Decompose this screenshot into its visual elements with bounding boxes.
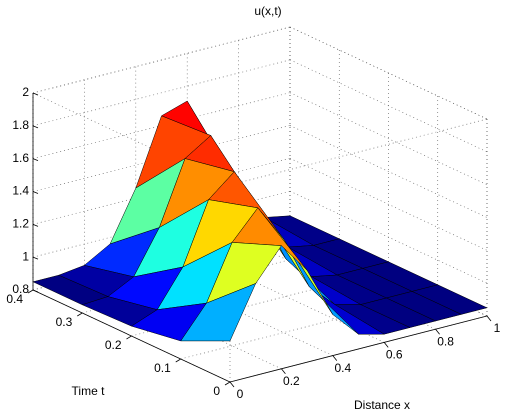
x-tick-label: 1 — [494, 321, 501, 335]
box-edge — [32, 92, 231, 186]
y-axis-title: Time t — [72, 384, 106, 398]
chart-title: u(x,t) — [254, 4, 281, 18]
x-tick — [486, 315, 492, 322]
x-axis-title: Distance x — [354, 398, 410, 412]
z-tick-label: 1 — [22, 249, 29, 263]
x-tick-label: 0.6 — [386, 348, 403, 362]
y-tick-label: 0.2 — [105, 338, 122, 352]
y-tick — [126, 335, 132, 340]
surface-patch — [180, 283, 256, 342]
y-tick-label: 0 — [213, 384, 220, 398]
grid-line — [289, 92, 488, 185]
z-tick — [32, 158, 39, 162]
y-tick-label: 0.4 — [6, 292, 23, 306]
z-tick — [32, 223, 39, 227]
x-axis — [229, 315, 488, 383]
z-tick-label: 1.6 — [12, 151, 29, 165]
z-tick — [32, 191, 39, 194]
grid-line — [32, 59, 291, 127]
x-tick — [229, 381, 235, 388]
x-tick-label: 0.4 — [334, 361, 351, 375]
y-tick-label: 0.1 — [154, 361, 171, 375]
grid-line — [180, 292, 438, 360]
x-tick-label: 0.2 — [283, 374, 300, 388]
z-tick-label: 1.8 — [12, 118, 29, 132]
grid-line — [289, 190, 488, 284]
x-tick — [281, 368, 286, 375]
grid-line — [289, 59, 488, 153]
box-edge — [229, 118, 488, 186]
y-tick — [224, 381, 231, 386]
x-tick-label: 0.8 — [437, 334, 454, 348]
x-tick — [435, 328, 440, 335]
x-tick — [383, 342, 389, 348]
z-tick-label: 0.8 — [12, 282, 29, 296]
grid-line — [289, 158, 488, 251]
z-tick-label: 1.4 — [12, 184, 29, 198]
grid-line — [289, 125, 488, 218]
grid-line — [32, 26, 291, 94]
z-tick — [32, 92, 39, 96]
z-tick-label: 2 — [22, 85, 29, 99]
grid-line — [289, 26, 488, 120]
z-tick — [32, 256, 39, 260]
x-tick-label: 0 — [237, 387, 244, 401]
y-tick — [175, 358, 181, 363]
y-tick — [77, 312, 83, 317]
y-tick-label: 0.3 — [56, 315, 73, 329]
z-tick-label: 1.2 — [12, 217, 29, 231]
x-tick — [332, 355, 338, 361]
z-tick — [32, 289, 39, 293]
z-tick — [32, 125, 39, 129]
y-tick — [27, 289, 34, 294]
